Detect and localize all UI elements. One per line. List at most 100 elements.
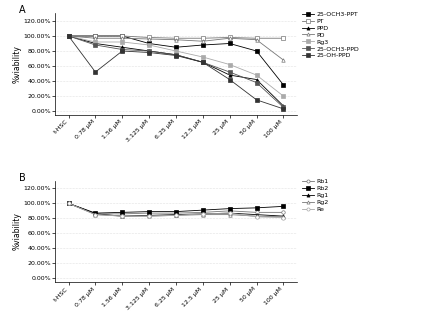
- Y-axis label: %viability: %viability: [13, 45, 22, 83]
- 25-OH-PPD: [254, 98, 259, 102]
- Re: [120, 214, 125, 218]
- 25-OCH3-PPD: [66, 34, 71, 38]
- Rg1: [281, 214, 286, 218]
- Line: PPD: PPD: [67, 34, 285, 108]
- Re: [147, 214, 152, 218]
- 25-OCH3-PPD: [281, 106, 286, 110]
- Rg1: [66, 201, 71, 205]
- Rb1: [147, 211, 152, 215]
- Legend: Rb1, Rb2, Rg1, Rg2, Re: Rb1, Rb2, Rg1, Rg2, Re: [302, 179, 328, 212]
- Text: B: B: [19, 173, 25, 183]
- Rg2: [66, 201, 71, 205]
- PT: [227, 36, 232, 40]
- 25-OCH3-PPD: [93, 43, 98, 47]
- PPD: [66, 34, 71, 38]
- Re: [66, 201, 71, 205]
- Rg1: [227, 211, 232, 215]
- 25-OCH3-PPT: [66, 34, 71, 38]
- Line: Rb1: Rb1: [67, 202, 285, 216]
- PT: [147, 36, 152, 40]
- PD: [93, 36, 98, 40]
- Rb2: [173, 210, 179, 214]
- 25-OH-PPD: [93, 70, 98, 74]
- PPD: [200, 60, 205, 64]
- Rg3: [227, 62, 232, 67]
- 25-OCH3-PPD: [173, 53, 179, 57]
- Line: Rg3: Rg3: [67, 34, 285, 98]
- Rg3: [66, 34, 71, 38]
- Line: PD: PD: [67, 34, 285, 62]
- 25-OCH3-PPT: [254, 49, 259, 53]
- Rg2: [93, 213, 98, 217]
- 25-OCH3-PPT: [200, 43, 205, 47]
- Line: Rg2: Rg2: [67, 202, 285, 219]
- Re: [200, 212, 205, 216]
- Re: [173, 213, 179, 217]
- Rg3: [173, 49, 179, 53]
- Rb1: [173, 211, 179, 215]
- 25-OCH3-PPT: [147, 41, 152, 45]
- 25-OH-PPD: [147, 50, 152, 54]
- 25-OH-PPD: [281, 107, 286, 111]
- Line: 25-OCH3-PPT: 25-OCH3-PPT: [67, 34, 285, 87]
- PPD: [254, 78, 259, 82]
- Rg1: [93, 212, 98, 216]
- PD: [120, 36, 125, 40]
- Rg2: [227, 213, 232, 217]
- PD: [227, 36, 232, 40]
- Rg3: [200, 55, 205, 59]
- Rg2: [200, 213, 205, 217]
- Rg3: [93, 40, 98, 44]
- Rb1: [200, 210, 205, 214]
- PT: [200, 36, 205, 40]
- Rb1: [281, 210, 286, 214]
- 25-OCH3-PPD: [254, 81, 259, 85]
- PT: [281, 36, 286, 40]
- PD: [200, 39, 205, 43]
- Rg2: [173, 213, 179, 217]
- Line: Rb2: Rb2: [67, 202, 285, 215]
- 25-OCH3-PPT: [173, 45, 179, 49]
- Rb1: [254, 210, 259, 214]
- Re: [93, 213, 98, 217]
- PT: [254, 36, 259, 40]
- 25-OCH3-PPD: [200, 60, 205, 64]
- Rb2: [147, 210, 152, 214]
- Re: [254, 215, 259, 219]
- Re: [281, 216, 286, 220]
- Rb1: [120, 212, 125, 216]
- Line: 25-OH-PPD: 25-OH-PPD: [67, 34, 285, 111]
- PT: [66, 34, 71, 38]
- Rg1: [147, 213, 152, 217]
- Rb2: [254, 206, 259, 210]
- 25-OCH3-PPD: [227, 70, 232, 74]
- Rb1: [93, 212, 98, 216]
- 25-OCH3-PPT: [93, 34, 98, 38]
- 25-OCH3-PPT: [281, 83, 286, 87]
- PPD: [93, 41, 98, 45]
- Line: Rg1: Rg1: [67, 202, 285, 218]
- 25-OCH3-PPD: [147, 49, 152, 53]
- Rb2: [66, 201, 71, 205]
- Rg2: [281, 215, 286, 219]
- PT: [93, 34, 98, 38]
- PD: [173, 38, 179, 42]
- PPD: [227, 73, 232, 77]
- Rb1: [227, 209, 232, 213]
- PD: [281, 58, 286, 62]
- Rb2: [120, 210, 125, 214]
- 25-OH-PPD: [173, 53, 179, 57]
- PPD: [173, 53, 179, 57]
- PPD: [281, 104, 286, 108]
- PPD: [120, 45, 125, 49]
- Rg1: [120, 214, 125, 218]
- Line: Re: Re: [67, 202, 285, 219]
- 25-OH-PPD: [200, 60, 205, 64]
- 25-OH-PPD: [227, 78, 232, 82]
- Rg2: [254, 214, 259, 218]
- Rg3: [120, 40, 125, 44]
- Rg1: [173, 213, 179, 217]
- PPD: [147, 49, 152, 53]
- PT: [173, 36, 179, 40]
- 25-OH-PPD: [66, 34, 71, 38]
